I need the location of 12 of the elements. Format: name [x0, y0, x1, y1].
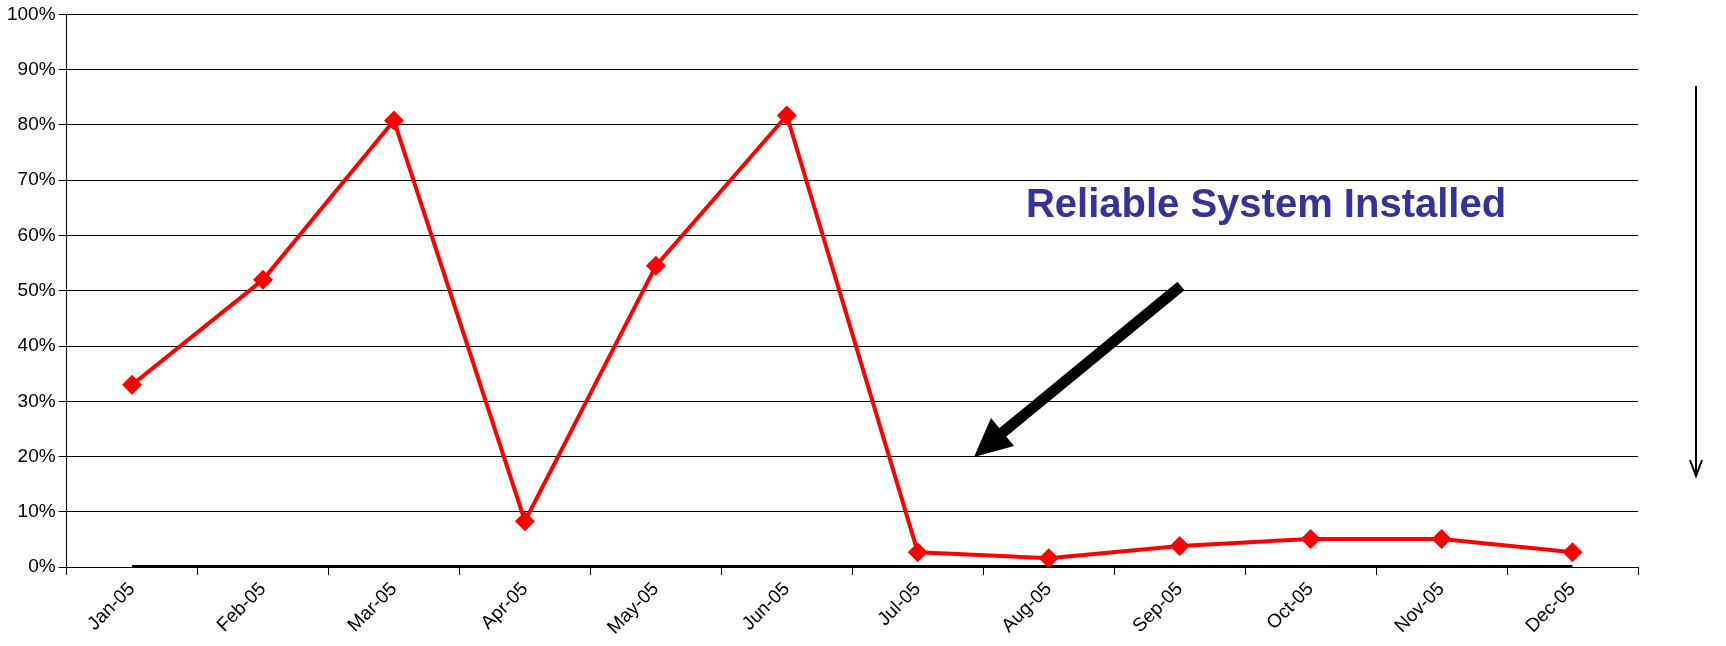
y-tick-label: 100%	[6, 2, 56, 24]
y-tick-label: 90%	[17, 57, 56, 79]
annotation: Reliable System Installed	[1025, 181, 1507, 226]
y-tick-label: 70%	[17, 168, 56, 190]
y-tick-label: 80%	[17, 113, 56, 135]
y-tick-label: 30%	[17, 389, 56, 411]
y-tick-label: 50%	[17, 278, 56, 300]
y-tick-label: 0%	[28, 555, 56, 577]
y-tick-label: 10%	[17, 500, 56, 522]
y-tick-label: 20%	[17, 444, 56, 466]
y-tick-label: 40%	[17, 334, 56, 356]
y-tick-label: 60%	[17, 223, 56, 245]
